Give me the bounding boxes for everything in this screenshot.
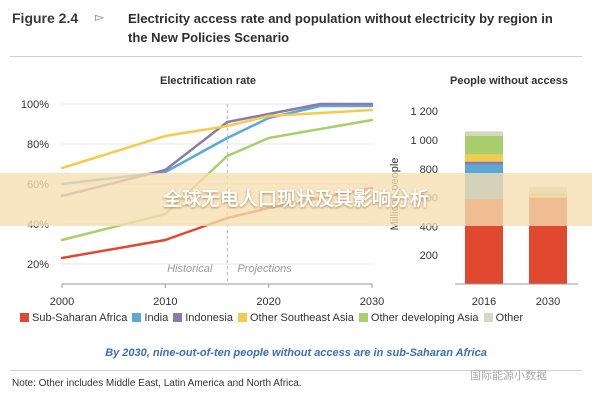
legend-label: Other — [495, 312, 524, 324]
legend-item-sub-saharan-africa: Sub-Saharan Africa — [20, 312, 127, 324]
projections-annotation: Projections — [237, 263, 292, 275]
line-chart-y-tick-label: 80% — [27, 139, 49, 151]
caption: By 2030, nine-out-of-ten people without … — [105, 347, 487, 359]
line-chart-title: Electrification rate — [160, 75, 256, 87]
banner-text: 全球无电人口现状及其影响分析 — [162, 189, 429, 210]
bar-segment-other-southeast-asia-2016 — [465, 154, 503, 162]
legend-swatch — [20, 313, 29, 322]
figure-title: Electricity access rate and population w… — [128, 11, 553, 45]
line-chart-y-tick-label: 100% — [21, 99, 49, 111]
line-chart-x-tick-label: 2010 — [153, 296, 177, 308]
bar-chart-y-tick-label: 1 000 — [410, 135, 438, 147]
legend-label: Other Southeast Asia — [249, 312, 354, 324]
legend: Sub-Saharan Africa India Indonesia Other So… — [20, 312, 592, 324]
legend-item-other: Other — [483, 312, 524, 324]
legend-swatch — [237, 313, 247, 322]
legend-swatch — [132, 313, 142, 322]
legend-label: Indonesia — [185, 312, 233, 324]
line-chart-x-tick-label: 2000 — [50, 296, 74, 308]
line-chart-y-tick-label: 20% — [27, 259, 49, 271]
line-chart-x-tick-label: 2030 — [360, 296, 384, 308]
top-divider — [10, 56, 582, 57]
bar-chart-x-tick-label: 2016 — [472, 296, 496, 308]
bar-chart-y-tick-label: 1 200 — [410, 106, 438, 118]
line-chart-x-tick-label: 2020 — [256, 296, 280, 308]
bottom-divider — [10, 370, 582, 371]
legend-label: Other developing Asia — [370, 312, 479, 324]
legend-item-other-developing-asia: Other developing Asia — [358, 312, 479, 324]
line-series-other-southeast-asia — [60, 108, 374, 170]
triangle-right-icon: ▻ — [95, 10, 105, 24]
bar-chart-y-tick-label: 800 — [420, 164, 438, 176]
bar-segment-other-2016 — [465, 131, 503, 136]
legend-item-indonesia: Indonesia — [173, 312, 233, 324]
bar-chart-x-tick-label: 2030 — [536, 296, 560, 308]
banner-overlay — [0, 173, 592, 226]
historical-annotation: Historical — [167, 263, 213, 275]
bar-chart-y-tick-label: 200 — [420, 250, 438, 262]
legend-swatch — [483, 313, 493, 322]
legend-label: Sub-Saharan Africa — [32, 312, 128, 324]
bar-chart-title: People without access — [450, 75, 568, 87]
legend-item-india: India — [132, 312, 168, 324]
bar-segment-indonesia-2016 — [465, 161, 503, 165]
note: Note: Other includes Middle East, Latin … — [12, 378, 302, 389]
bar-segment-other-developing-asia-2016 — [465, 135, 503, 155]
watermark: 国际能源小数据 — [470, 370, 547, 382]
legend-swatch — [173, 313, 183, 322]
legend-item-other-southeast-asia: Other Southeast Asia — [237, 312, 354, 324]
figure-label: Figure 2.4 — [12, 10, 79, 26]
legend-swatch — [358, 313, 368, 322]
legend-label: India — [144, 312, 169, 324]
